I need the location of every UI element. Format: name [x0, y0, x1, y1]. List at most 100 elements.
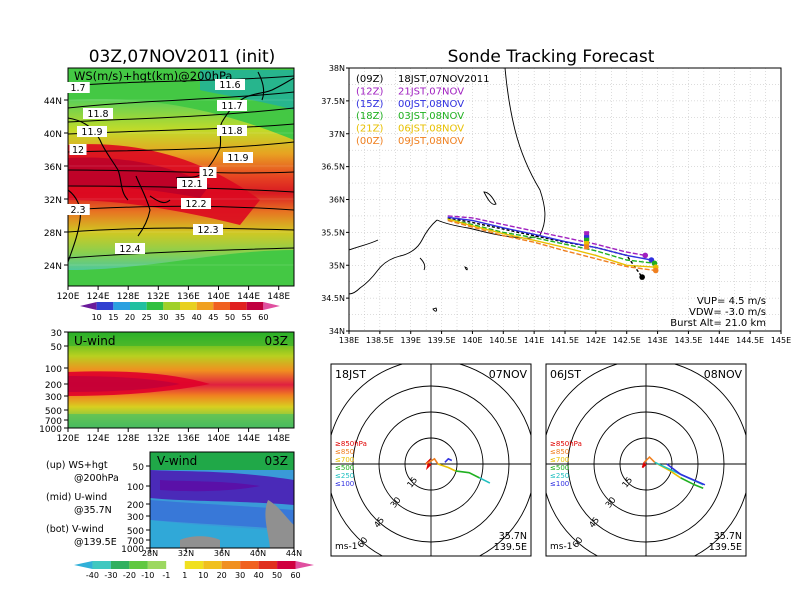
v-x-label: 36N	[214, 549, 230, 558]
contour-label-box	[77, 126, 107, 137]
wind-colorbar-swatch	[92, 561, 111, 569]
legend-text: 03JST,08NOV	[398, 111, 464, 122]
contour-label: 11.9	[81, 127, 102, 138]
trk-lon-label: 139E	[401, 336, 421, 345]
contour-label: 11.8	[221, 126, 242, 137]
ws-colorbar-swatch	[163, 302, 180, 310]
hodograph-date: 07NOV	[489, 368, 528, 381]
map-lon-labels: 120E 124E 128E 132E 136E 140E 144E 148E	[57, 286, 290, 302]
u-x-label: 148E	[267, 434, 290, 444]
map-lat-label: 28N	[44, 229, 62, 239]
v-wind-time: 03Z	[265, 454, 289, 468]
hodograph-trace	[425, 457, 439, 465]
u-x-label: 124E	[87, 434, 110, 444]
map-lon-label: 140E	[207, 292, 230, 302]
panel-note-line1: (up) WS+hgt	[46, 460, 108, 471]
legend-code: (09Z)	[356, 74, 383, 85]
u-p-label: 700	[45, 417, 62, 427]
contour-label: 12	[72, 145, 84, 156]
tracking-legend: (09Z) 18JST,07NOV2011 (12Z) 21JST,07NOV (15Z…	[356, 74, 490, 147]
trk-lat-label: 36N	[329, 196, 345, 205]
map-lon-label: 144E	[237, 292, 260, 302]
wind-colorbar: -40 -30 -20 -10 -1 1 10 20 30 40 50 60	[74, 561, 314, 580]
contour-label-box	[199, 167, 217, 178]
contour-label: 12.3	[197, 225, 218, 236]
legend-text: 00JST,08NOV	[398, 99, 464, 110]
legend-text: 06JST,08NOV	[398, 124, 464, 135]
tracking-lon-labels: 138E 138.5E 139E 139.5E 140E 140.5E 141E 141.5E…	[339, 331, 791, 345]
contour-label-box	[69, 144, 87, 155]
sonde-burst-marker	[584, 241, 590, 247]
hodograph-level-label: ≤700	[335, 456, 354, 464]
trk-lon-label: 143E	[647, 336, 667, 345]
u-p-label: 200	[45, 381, 62, 391]
hodograph-trace	[455, 470, 480, 479]
hodograph-trace	[666, 463, 706, 486]
wind-colorbar-cap	[74, 561, 93, 569]
contour-label: 12	[202, 168, 214, 179]
ws-colorbar-tick: 35	[175, 313, 185, 322]
v-p-label: 100	[127, 483, 144, 493]
contour-label-box	[223, 152, 253, 163]
trk-lon-label: 138E	[339, 336, 359, 345]
contour-label-box	[66, 82, 90, 93]
hodograph-time: 06JST	[550, 368, 581, 381]
ws-colorbar-tick: 55	[242, 313, 252, 322]
contour-label-box	[66, 204, 90, 215]
wind-colorbar-swatch	[240, 561, 259, 569]
map-lon-label: 132E	[147, 292, 170, 302]
hodograph-time: 18JST	[335, 368, 366, 381]
ws-colorbar-tick: 15	[108, 313, 118, 322]
sonde-track-line	[447, 218, 655, 264]
u-p-label: 30	[51, 329, 63, 339]
u-x-label: 136E	[177, 434, 200, 444]
legend-text: 18JST,07NOV2011	[398, 74, 490, 85]
hodograph-trace	[641, 462, 647, 469]
panel-note-line1: (mid) U-wind	[46, 492, 107, 503]
ws-colorbar-tick: 20	[125, 313, 135, 322]
trk-lon-label: 141E	[524, 336, 544, 345]
contour-label-box	[215, 79, 245, 90]
trk-lon-label: 138.5E	[366, 336, 394, 345]
hodograph-trace	[680, 477, 704, 490]
trk-lat-label: 35.5N	[321, 228, 345, 237]
trk-lat-label: 37.5N	[321, 97, 345, 106]
map-lat-label: 40N	[44, 130, 62, 140]
sonde-track-line	[447, 215, 646, 257]
ws-colorbar-tick: 30	[158, 313, 168, 322]
contour-label: 12.1	[181, 179, 202, 190]
trk-lon-label: 142E	[586, 336, 606, 345]
hodograph-level-label: ≤100	[550, 480, 569, 488]
map-lat-label: 44N	[44, 97, 62, 107]
trk-lat-label: 36.5N	[321, 163, 345, 172]
v-x-label: 40N	[250, 549, 266, 558]
sonde-burst-marker	[584, 231, 590, 237]
contour-label: 11.6	[219, 80, 240, 91]
trk-lat-label: 34N	[329, 327, 345, 336]
trk-lon-label: 140E	[462, 336, 482, 345]
wind-colorbar-swatch	[110, 561, 130, 569]
map-panel-label: WS(m/s)+hgt(km)@200hPa	[74, 69, 232, 83]
map-lon-label: 128E	[117, 292, 140, 302]
trk-lon-label: 141.5E	[551, 336, 579, 345]
legend-code: (12Z)	[356, 86, 383, 97]
wind-height-map: WS(m/s)+hgt(km)@200hPa 1.7 11.6 11.7 11.8 11…	[44, 67, 295, 302]
wind-colorbar-tick: 1	[182, 571, 187, 580]
map-lon-label: 124E	[87, 292, 110, 302]
trk-lon-label: 145E	[771, 336, 791, 345]
contour-label: 12.4	[119, 244, 140, 255]
v-lat-labels: 28N 32N 36N 40N 44N	[142, 548, 302, 558]
hodograph-level-label: ≤850	[550, 448, 569, 456]
ws-colorbar-swatch	[180, 302, 197, 310]
wind-colorbar-swatch	[184, 561, 204, 569]
ws-colorbar-tick: 45	[208, 313, 218, 322]
contour-label: 2.3	[70, 205, 85, 216]
u-x-label: 120E	[57, 434, 80, 444]
legend-code: (21Z)	[356, 124, 383, 135]
trk-lon-label: 144.5E	[736, 336, 764, 345]
contour-label-box	[193, 224, 223, 235]
panel-note-line2: @139.5E	[74, 537, 117, 548]
